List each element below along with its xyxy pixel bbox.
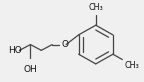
Text: CH₃: CH₃ (124, 61, 139, 70)
Text: HO: HO (8, 46, 21, 55)
Text: CH₃: CH₃ (88, 3, 103, 12)
Text: OH: OH (23, 65, 37, 74)
Text: O: O (61, 40, 68, 49)
